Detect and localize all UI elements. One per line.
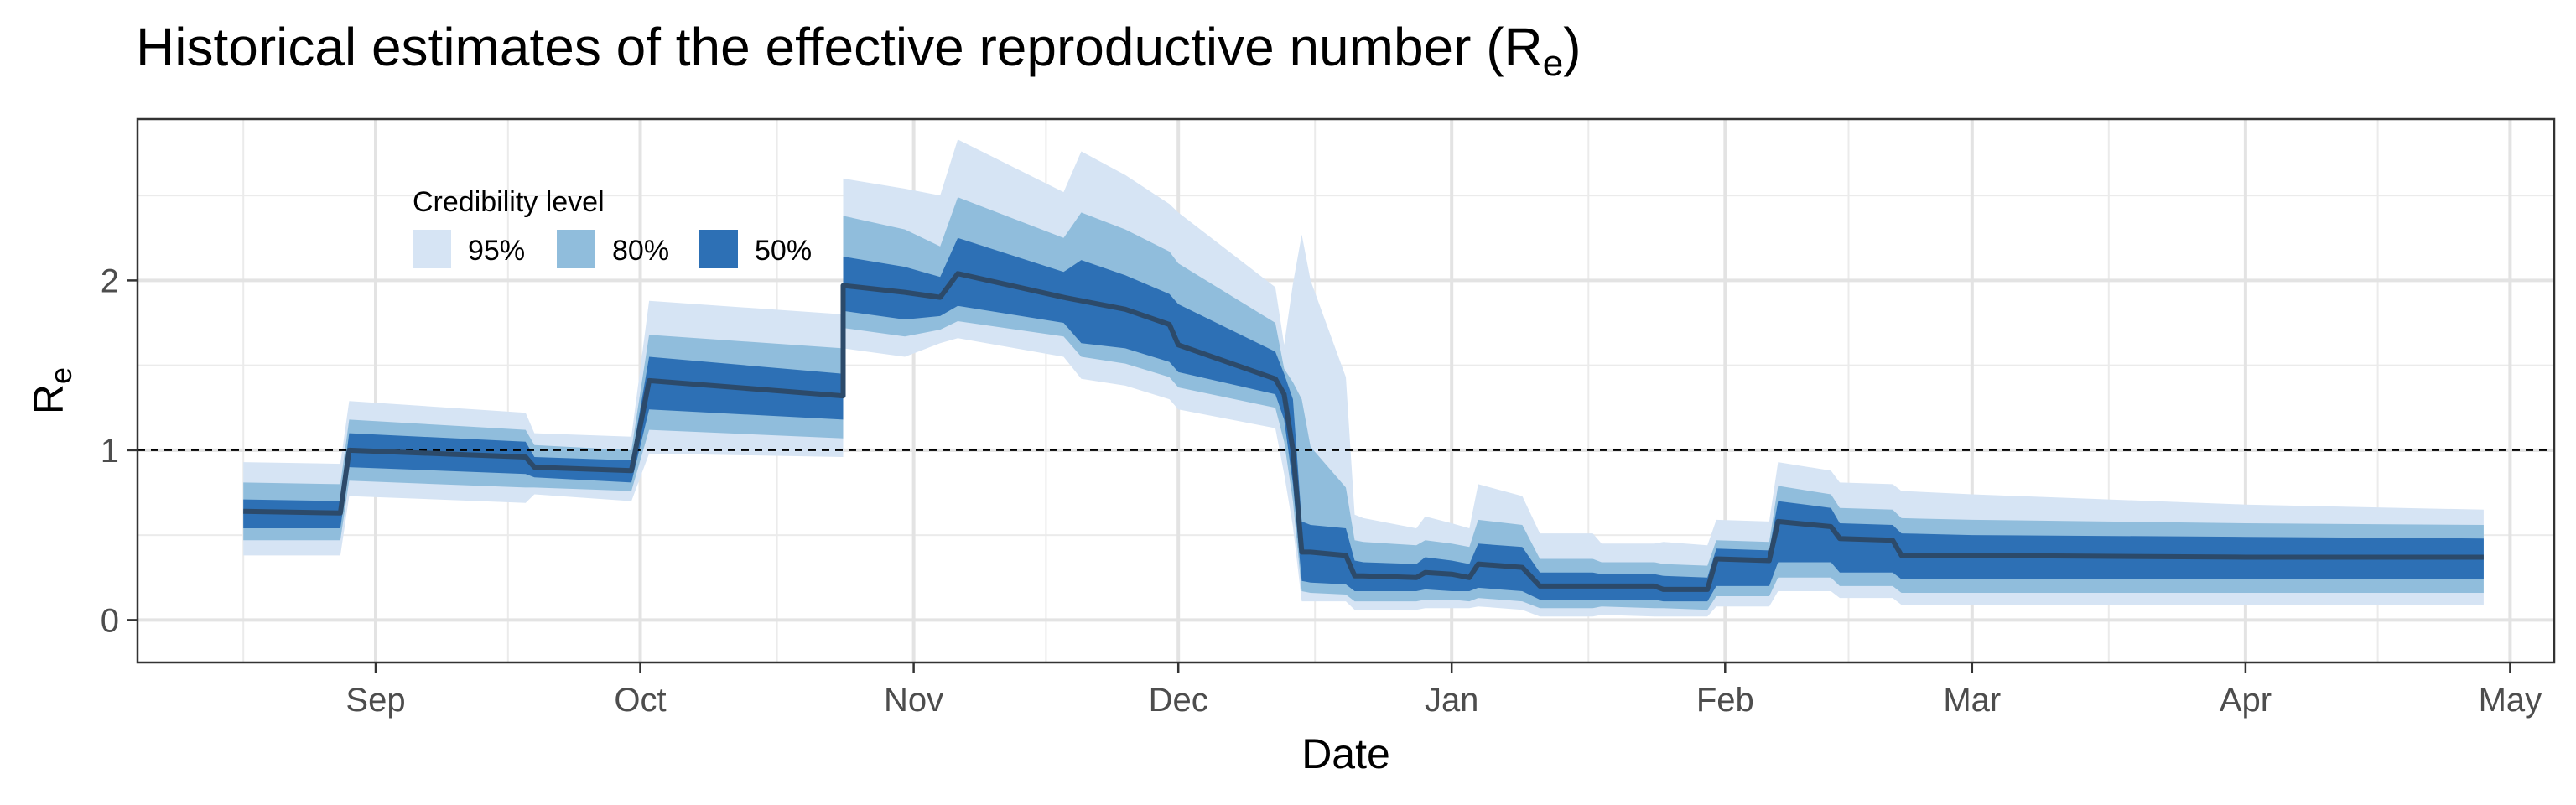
y-tick-label: 0 bbox=[101, 602, 119, 639]
legend-key-80pct bbox=[557, 230, 595, 268]
legend-label: 80% bbox=[612, 235, 669, 267]
x-tick-label: Jan bbox=[1425, 682, 1479, 719]
median-line bbox=[243, 271, 2484, 592]
x-tick-label: Nov bbox=[884, 682, 943, 719]
y-tick-label: 2 bbox=[101, 262, 119, 299]
band-95pct bbox=[243, 139, 2484, 617]
y-axis-title: Re bbox=[25, 367, 78, 414]
chart-title: Historical estimates of the effective re… bbox=[136, 17, 1581, 84]
legend-label: 95% bbox=[468, 235, 525, 267]
band-50pct bbox=[243, 237, 2484, 602]
y-tick-label: 1 bbox=[101, 433, 119, 470]
x-tick-label: Apr bbox=[2220, 682, 2272, 719]
y-axis: 0 1 2 bbox=[101, 262, 138, 639]
x-tick-label: Feb bbox=[1696, 682, 1754, 719]
credibility-bands bbox=[243, 139, 2484, 617]
legend-title: Credibility level bbox=[413, 186, 605, 218]
x-tick-label: Oct bbox=[614, 682, 666, 719]
legend-label: 50% bbox=[755, 235, 812, 267]
x-axis-title: Date bbox=[1301, 730, 1390, 777]
x-axis: Sep Oct Nov Dec Jan Feb Mar Apr May bbox=[345, 662, 2542, 719]
x-tick-label: Dec bbox=[1149, 682, 1208, 719]
legend-key-50pct bbox=[699, 230, 738, 268]
plot-panel-border bbox=[136, 117, 2556, 664]
x-tick-label: Mar bbox=[1943, 682, 2001, 719]
legend: Credibility level 95% 80% 50% bbox=[413, 186, 812, 268]
legend-key-95pct bbox=[413, 230, 451, 268]
x-tick-label: Sep bbox=[345, 682, 405, 719]
x-tick-label: May bbox=[2479, 682, 2542, 719]
